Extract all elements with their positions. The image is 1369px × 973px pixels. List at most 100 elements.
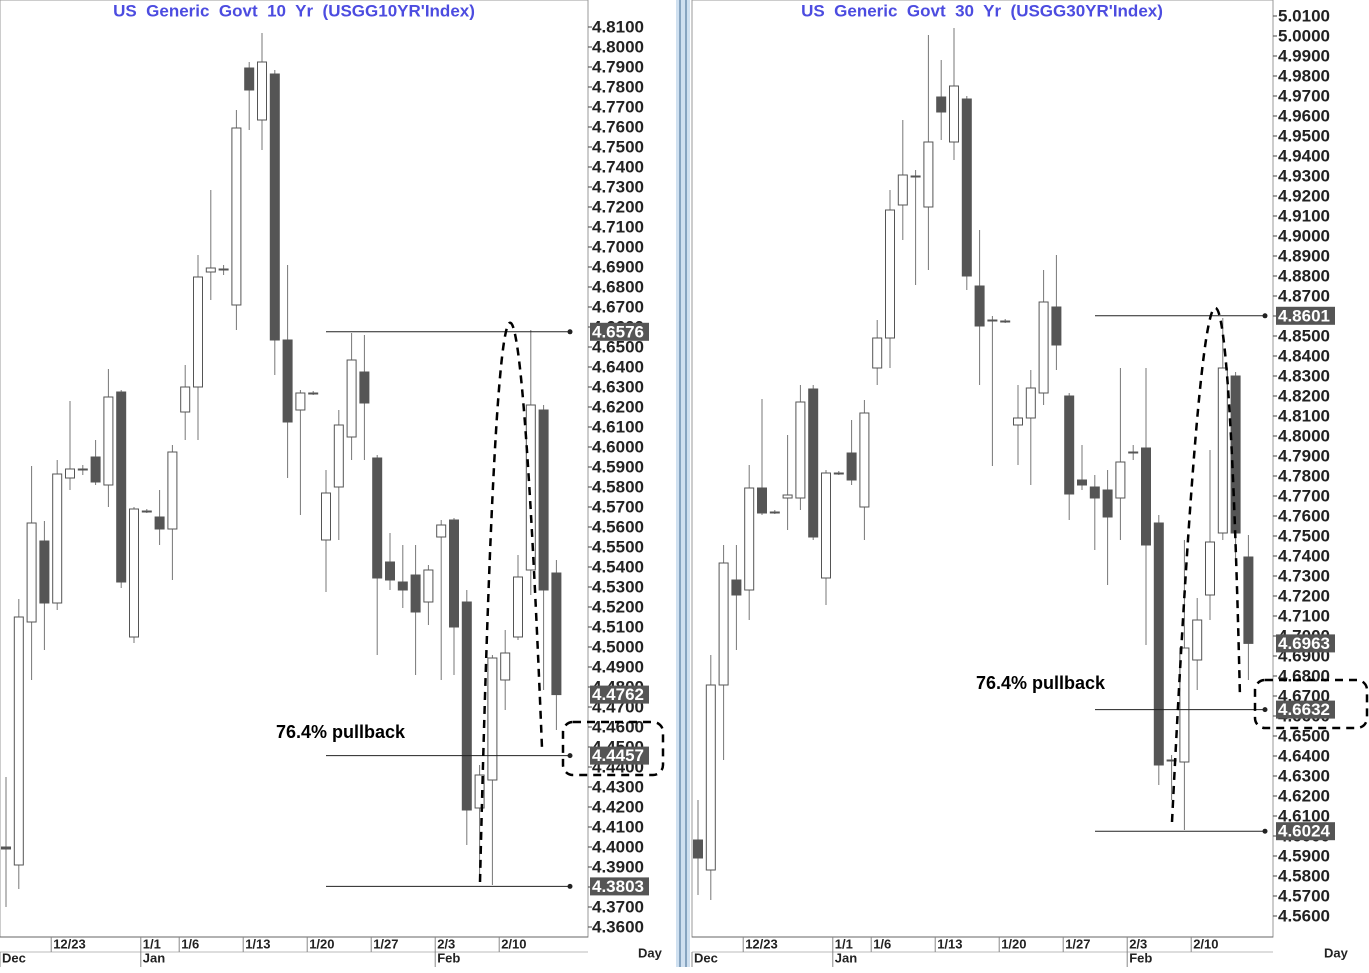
price-tag-label: 4.6024	[1278, 822, 1331, 841]
y-tick-label: 4.9500	[1278, 126, 1330, 145]
month-label: Dec	[2, 950, 26, 965]
candle-body	[1179, 647, 1190, 763]
price-tag	[1276, 822, 1335, 841]
candle-body	[487, 657, 498, 781]
candle-body	[821, 472, 831, 579]
candle-body	[269, 73, 280, 341]
y-tick-label: 4.4000	[592, 837, 644, 856]
price-tag-label: 4.8601	[1278, 306, 1330, 325]
candle-body	[1025, 387, 1036, 419]
y-tick-label: 4.8400	[1278, 346, 1330, 365]
price-tag	[1276, 700, 1335, 719]
candle-body	[833, 472, 844, 475]
y-tick-label: 4.9400	[1278, 146, 1330, 165]
y-tick-label: 4.5100	[592, 617, 644, 636]
price-tag	[590, 746, 649, 765]
y-tick-label: 4.3700	[592, 897, 644, 916]
candle-body	[949, 85, 959, 143]
y-tick-label: 4.5200	[592, 597, 644, 616]
y-tick-label: 4.9300	[1278, 166, 1330, 185]
candle-body	[744, 487, 755, 591]
level-dot	[567, 329, 573, 335]
y-tick-label: 4.5900	[592, 457, 644, 476]
y-tick-label: 4.6300	[592, 377, 644, 396]
candle-body	[308, 392, 319, 395]
chart-title: US Generic Govt 10 Yr (USGG10YR'Index)	[113, 1, 475, 20]
month-label: Jan	[143, 950, 165, 965]
y-tick-label: 4.5900	[1278, 846, 1330, 865]
y-tick-label: 4.7900	[1278, 446, 1330, 465]
candle-body	[346, 359, 357, 438]
y-tick-label: 4.7700	[592, 97, 644, 116]
candle-body	[295, 392, 306, 411]
x-tick-label: 1/6	[873, 936, 891, 951]
y-tick-label: 4.7000	[592, 237, 644, 256]
y-tick-label: 4.7100	[592, 217, 644, 236]
price-tag-label: 4.6963	[1278, 634, 1330, 653]
candle-body	[1128, 451, 1139, 454]
candle-body	[769, 511, 780, 514]
y-tick-label: 4.5600	[592, 517, 644, 536]
candle-body	[167, 451, 178, 530]
price-tag	[590, 322, 649, 341]
y-tick-label: 4.8900	[1278, 246, 1330, 265]
candle-body	[141, 510, 152, 513]
candle-body	[1038, 301, 1049, 394]
y-tick-label: 4.7500	[1278, 526, 1330, 545]
y-tick-label: 4.5800	[1278, 866, 1330, 885]
y-tick-label: 4.9900	[1278, 46, 1330, 65]
candle-body	[26, 522, 37, 623]
price-tag	[590, 877, 649, 896]
y-tick-label: 4.6800	[592, 277, 644, 296]
candle-body	[1089, 486, 1100, 499]
y-tick-label: 4.9700	[1278, 86, 1330, 105]
level-dot	[1262, 313, 1268, 319]
x-tick-label: 1/20	[1001, 936, 1026, 951]
x-tick-label: 1/6	[181, 936, 199, 951]
y-tick-label: 4.7300	[1278, 566, 1330, 585]
y-tick-label: 4.8700	[1278, 286, 1330, 305]
y-tick-label: 4.8500	[1278, 326, 1330, 345]
y-tick-label: 4.7700	[1278, 486, 1330, 505]
y-tick-label: 4.6900	[592, 257, 644, 276]
candle-body	[1077, 479, 1087, 486]
y-tick-label: 4.6000	[592, 437, 644, 456]
y-tick-label: 4.5600	[1278, 906, 1330, 925]
candle-body	[1217, 367, 1228, 534]
y-tick-label: 4.7900	[592, 57, 644, 76]
y-tick-label: 4.7800	[592, 77, 644, 96]
x-tick-label: 1/13	[937, 936, 962, 951]
month-label: Jan	[835, 950, 857, 965]
candle-body	[1051, 306, 1062, 346]
y-tick-label: 4.4100	[592, 817, 644, 836]
candle-body	[1153, 522, 1164, 766]
divider	[676, 0, 690, 967]
candle-body	[1, 846, 11, 850]
price-tag	[1276, 306, 1335, 325]
candle-body	[282, 339, 293, 423]
candle-body	[974, 285, 985, 327]
y-tick-label: 4.8100	[592, 17, 644, 36]
y-tick-label: 4.7300	[592, 177, 644, 196]
candle-body	[116, 391, 127, 583]
y-tick-label: 4.8200	[1278, 386, 1330, 405]
candle-body	[1230, 375, 1241, 534]
level-dot	[1262, 828, 1268, 834]
y-tick-label: 4.9200	[1278, 186, 1330, 205]
candle-body	[1192, 619, 1203, 661]
candle-body	[1102, 489, 1113, 518]
dashed-box	[561, 720, 665, 777]
candle-body	[936, 96, 947, 113]
candle-body	[231, 127, 242, 306]
y-tick-label: 4.8000	[592, 37, 644, 56]
y-tick-label: 4.7400	[1278, 546, 1330, 565]
y-tick-label: 4.6400	[592, 357, 644, 376]
x-tick-label: 1/20	[309, 936, 334, 951]
y-tick-label: 4.8800	[1278, 266, 1330, 285]
candle-body	[1141, 447, 1151, 546]
y-tick-label: 4.5300	[592, 577, 644, 596]
candle-body	[205, 267, 216, 273]
candle-body	[423, 569, 434, 603]
candle-body	[872, 337, 883, 369]
